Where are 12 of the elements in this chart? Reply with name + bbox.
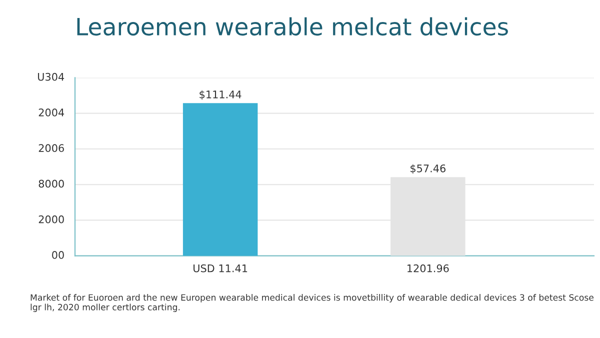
text: Market of for Euoroen ard the new Europen wearable medical devices is movetbillity of wearable dedical devices 3 of betest Scose lgr lh, 2020 moller certlors carting.: [30, 294, 594, 312]
text: 2006: [38, 144, 64, 152]
x-tick-label: USD 11.41: [194, 264, 248, 272]
text: 00: [52, 251, 64, 259]
text: U304: [38, 72, 64, 81]
data-label: $111.44: [200, 90, 242, 100]
text: 2004: [38, 108, 64, 116]
text: 8000: [38, 180, 64, 188]
x-tick-label: 1201.96: [408, 264, 449, 272]
chart-title: Learoemen wearable melcat devices: [77, 17, 508, 36]
data-label: $57.46: [410, 164, 446, 174]
text: 2000: [38, 215, 64, 224]
